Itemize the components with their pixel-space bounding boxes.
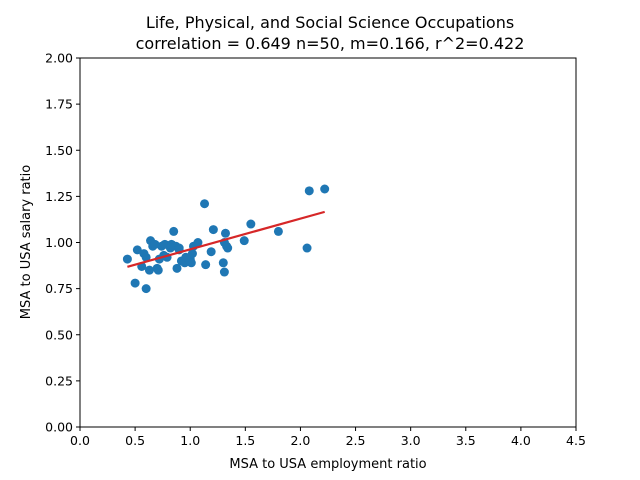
y-tick-label: 1.75: [45, 97, 73, 112]
data-point: [246, 219, 256, 229]
x-tick-label: 4.0: [511, 433, 531, 448]
x-tick-label: 2.0: [290, 433, 310, 448]
data-point: [206, 247, 216, 257]
data-point: [165, 243, 175, 253]
regression-line: [127, 210, 325, 268]
data-point: [320, 184, 330, 194]
y-axis-label: MSA to USA salary ratio: [19, 165, 34, 319]
trend-line-group: [127, 210, 325, 268]
data-point: [150, 239, 160, 249]
data-point: [122, 254, 132, 264]
chart-subtitle: correlation = 0.649 n=50, m=0.166, r^2=0…: [136, 34, 525, 53]
data-point: [141, 252, 151, 262]
x-axis-label: MSA to USA employment ratio: [229, 457, 426, 472]
y-tick-label: 1.50: [45, 143, 73, 158]
x-tick-label: 2.5: [346, 433, 366, 448]
x-tick-label: 1.0: [180, 433, 200, 448]
data-point: [181, 252, 191, 262]
data-point: [169, 226, 179, 236]
y-tick-label: 2.00: [45, 51, 73, 66]
data-point: [220, 228, 230, 238]
x-tick-label: 0.0: [70, 433, 90, 448]
data-point: [186, 258, 196, 268]
data-point: [187, 249, 197, 259]
data-point: [193, 238, 203, 247]
y-tick-label: 0.75: [45, 281, 73, 296]
data-point: [273, 226, 283, 236]
plot-frame: [79, 57, 577, 428]
data-point: [201, 260, 211, 270]
x-tick-label: 3.5: [456, 433, 476, 448]
data-point: [302, 243, 312, 253]
data-point: [153, 265, 163, 275]
data-point: [144, 265, 154, 275]
data-point: [208, 225, 218, 235]
data-point: [218, 258, 228, 268]
y-tick-label: 0.25: [45, 373, 73, 388]
x-tick-label: 3.0: [401, 433, 421, 448]
y-tick-label: 1.25: [45, 189, 73, 204]
data-point: [222, 241, 232, 251]
data-point: [141, 284, 151, 294]
data-point: [132, 245, 142, 255]
x-tick-label: 4.5: [566, 433, 586, 448]
data-point: [304, 186, 314, 196]
data-point: [219, 267, 229, 277]
data-point: [172, 263, 182, 273]
y-axis-ticks: 0.00 0.25 0.50 0.75 1.00 1.25 1.50 1.75 2.00: [45, 51, 80, 435]
y-tick-label: 0.00: [45, 420, 73, 435]
y-tick-label: 1.00: [45, 235, 73, 250]
data-point: [239, 236, 249, 246]
x-axis-ticks: 0.0 0.5 1.0 1.5 2.0 2.5 3.0 3.5 4.0 4.5: [70, 427, 586, 448]
data-point: [130, 278, 140, 288]
x-tick-label: 0.5: [125, 433, 145, 448]
data-point: [200, 199, 210, 209]
chart-title: Life, Physical, and Social Science Occup…: [146, 13, 514, 32]
y-tick-label: 0.50: [45, 327, 73, 342]
x-tick-label: 1.5: [235, 433, 255, 448]
